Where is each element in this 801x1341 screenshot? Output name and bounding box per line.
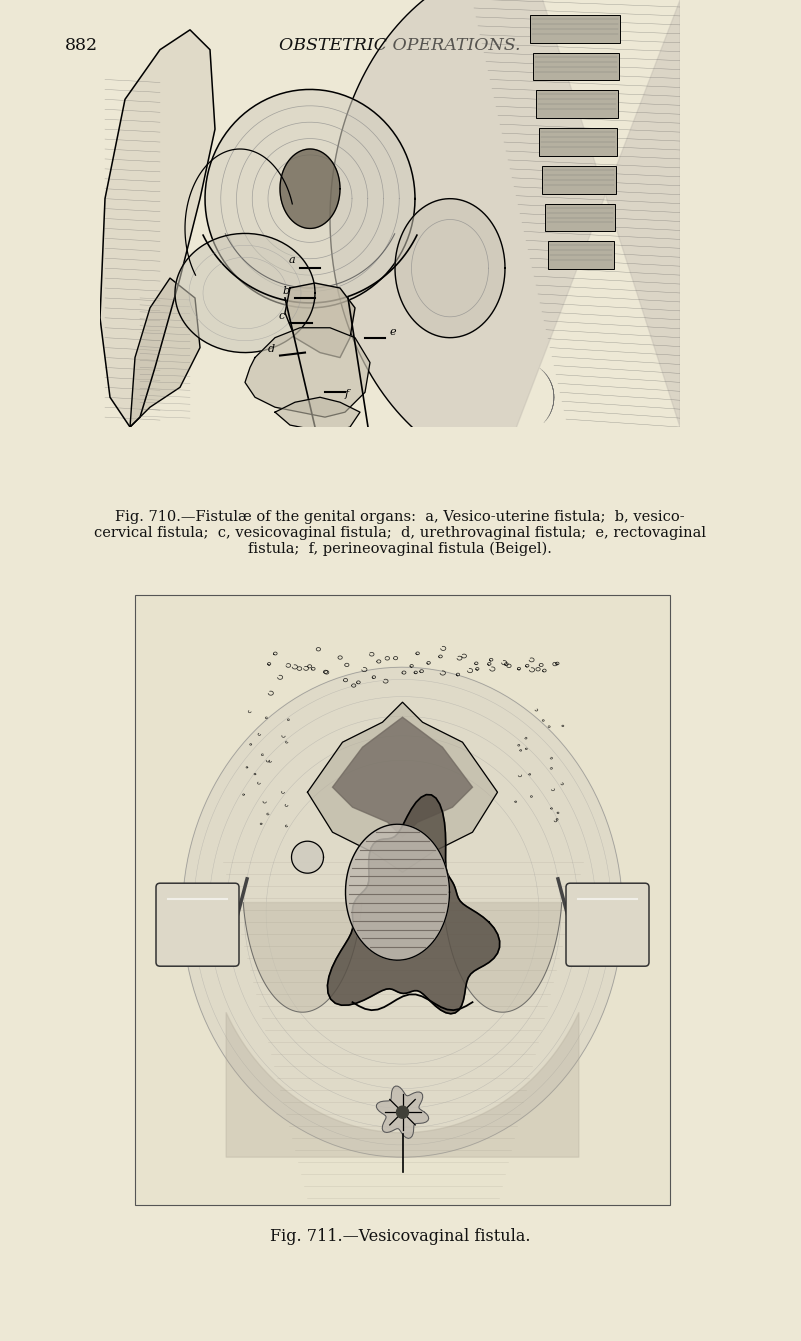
Bar	[539, 129, 617, 156]
Text: Fig. 710.—Fistulæ of the genital organs:  a, Vesico-uterine fistula;  b, vesico-: Fig. 710.—Fistulæ of the genital organs:…	[115, 510, 685, 524]
Text: e: e	[390, 327, 396, 337]
Bar	[536, 90, 618, 118]
Bar	[135, 595, 670, 1206]
Text: f: f	[345, 389, 349, 400]
Polygon shape	[244, 902, 362, 1012]
Polygon shape	[100, 30, 215, 426]
Polygon shape	[292, 841, 324, 873]
Text: Fig. 711.—Vesicovaginal fistula.: Fig. 711.—Vesicovaginal fistula.	[270, 1228, 530, 1244]
Text: b: b	[283, 286, 290, 296]
FancyBboxPatch shape	[566, 884, 649, 967]
Polygon shape	[280, 149, 340, 228]
Bar	[545, 204, 615, 232]
Text: OBSTETRIC OPERATIONS.: OBSTETRIC OPERATIONS.	[280, 36, 521, 54]
Bar	[548, 241, 614, 270]
Polygon shape	[205, 90, 415, 308]
Polygon shape	[130, 278, 200, 426]
Bar	[530, 15, 620, 43]
Polygon shape	[285, 283, 355, 358]
Text: d: d	[268, 343, 275, 354]
Polygon shape	[245, 327, 370, 417]
Text: cervical fistula;  c, vesicovaginal fistula;  d, urethrovaginal fistula;  e, rec: cervical fistula; c, vesicovaginal fistu…	[94, 526, 706, 540]
Polygon shape	[308, 703, 497, 872]
Polygon shape	[345, 825, 449, 960]
Polygon shape	[332, 717, 473, 837]
Text: c: c	[279, 311, 285, 320]
Polygon shape	[275, 397, 360, 432]
Text: fistula;  f, perineovaginal fistula (Beigel).: fistula; f, perineovaginal fistula (Beig…	[248, 542, 552, 557]
Polygon shape	[330, 0, 680, 473]
Bar	[533, 52, 619, 80]
Polygon shape	[183, 668, 622, 1157]
Polygon shape	[396, 1106, 409, 1118]
Polygon shape	[376, 1086, 429, 1139]
Polygon shape	[395, 198, 505, 338]
Polygon shape	[328, 795, 500, 1014]
Polygon shape	[443, 902, 562, 1012]
Text: a: a	[288, 255, 295, 266]
Polygon shape	[226, 1012, 579, 1157]
Polygon shape	[175, 233, 315, 353]
FancyBboxPatch shape	[156, 884, 239, 967]
Text: 882: 882	[65, 36, 99, 54]
Bar	[542, 166, 616, 193]
